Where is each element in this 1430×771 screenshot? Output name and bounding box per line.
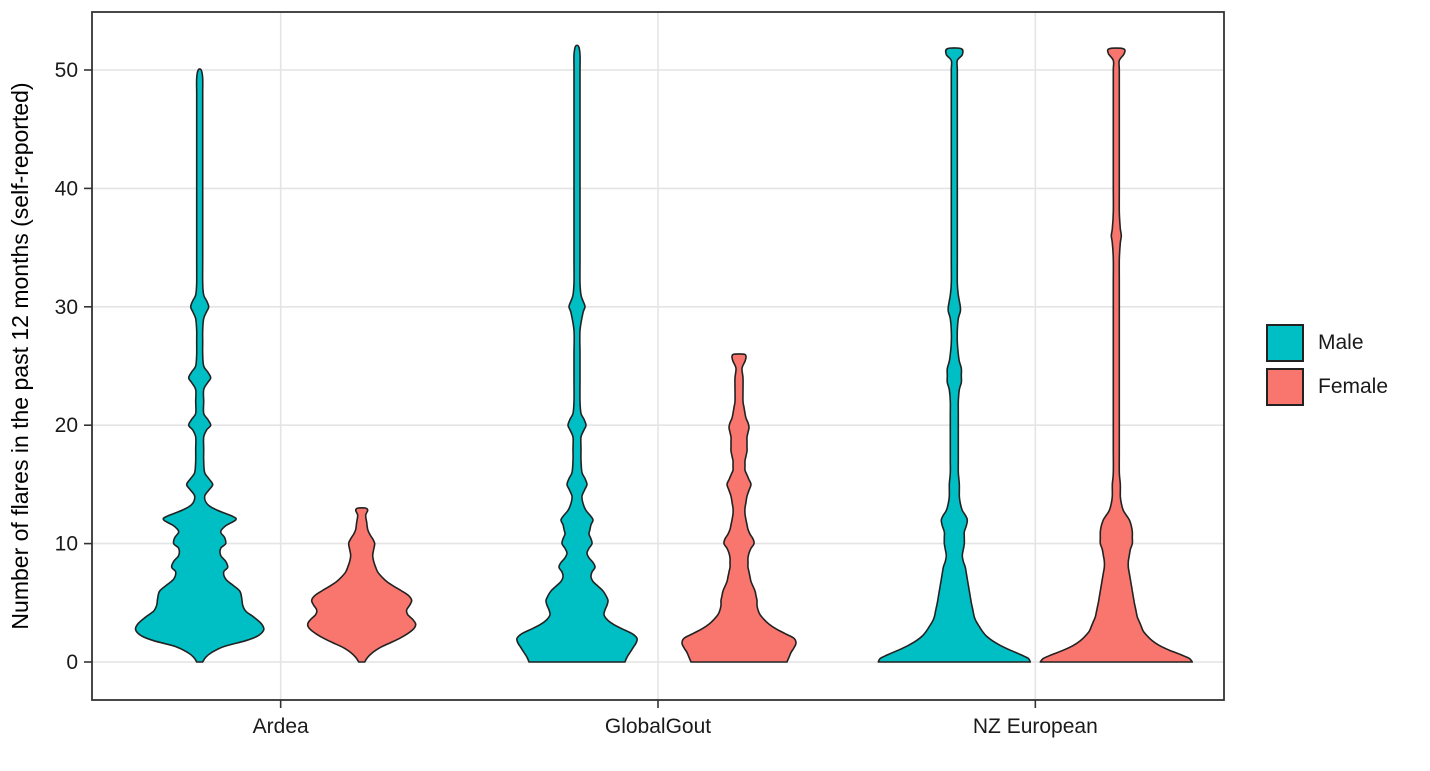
legend-item-female: Female xyxy=(1266,368,1388,406)
y-tick-label-40: 40 xyxy=(55,177,78,200)
y-tick-label-10: 10 xyxy=(55,533,78,556)
y-tick-label-0: 0 xyxy=(66,651,78,674)
legend-label-male: Male xyxy=(1318,331,1364,354)
y-tick-label-50: 50 xyxy=(55,59,78,82)
x-category-label-nz-european: NZ European xyxy=(973,715,1098,738)
y-tick-label-20: 20 xyxy=(55,414,78,437)
violin-globalgout-female xyxy=(681,353,797,663)
violin-globalgout-male xyxy=(515,44,639,663)
violin-ardea-female xyxy=(306,507,417,663)
x-category-label-globalgout: GlobalGout xyxy=(605,715,711,738)
legend-swatch-female xyxy=(1266,368,1304,406)
violin-nz-european-female xyxy=(1039,47,1194,663)
legend: Male Female xyxy=(1266,324,1388,406)
violin-nz-european-male xyxy=(877,47,1032,663)
y-axis-title: Number of flares in the past 12 months (… xyxy=(7,82,33,629)
x-category-label-ardea: Ardea xyxy=(253,715,309,738)
legend-label-female: Female xyxy=(1318,375,1389,398)
legend-swatch-male xyxy=(1266,324,1304,362)
y-tick-label-30: 30 xyxy=(55,296,78,319)
legend-item-male: Male xyxy=(1266,324,1388,362)
violin-ardea-male xyxy=(134,68,265,663)
